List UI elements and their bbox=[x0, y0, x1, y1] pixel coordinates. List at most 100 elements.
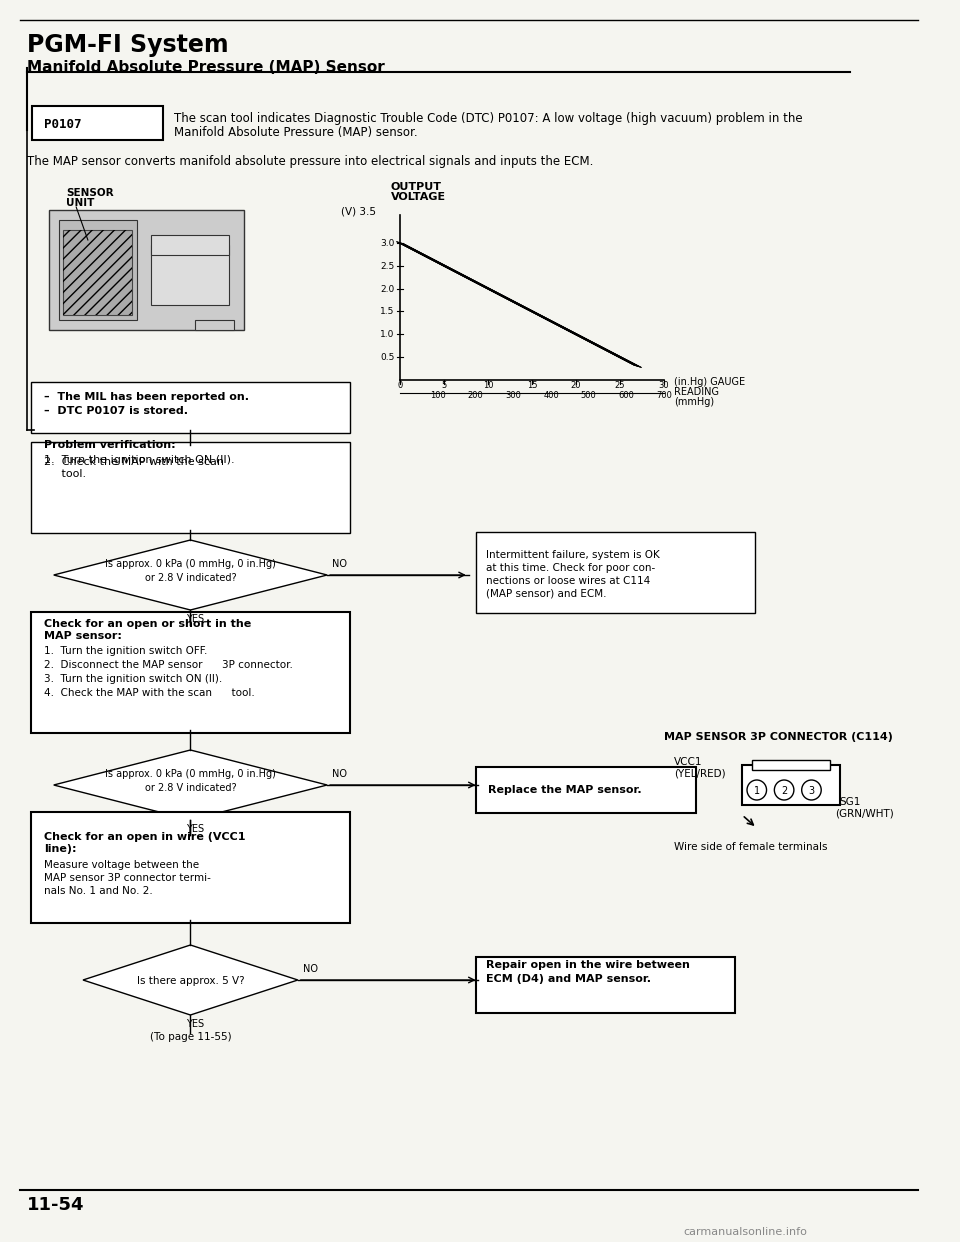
Text: Replace the MAP sensor.: Replace the MAP sensor. bbox=[489, 785, 642, 795]
Text: 1.  Turn the ignition switch ON (II).: 1. Turn the ignition switch ON (II). bbox=[44, 455, 234, 465]
Text: (YEL/RED): (YEL/RED) bbox=[674, 769, 726, 779]
FancyBboxPatch shape bbox=[32, 383, 349, 433]
Text: 0: 0 bbox=[397, 381, 403, 390]
Text: NO: NO bbox=[332, 769, 347, 779]
Text: SENSOR: SENSOR bbox=[66, 188, 114, 197]
Bar bbox=[49, 210, 244, 330]
Text: 2.  Check the MAP with the scan
     tool.: 2. Check the MAP with the scan tool. bbox=[44, 457, 224, 479]
Text: –  DTC P0107 is stored.: – DTC P0107 is stored. bbox=[44, 406, 188, 416]
Text: 30: 30 bbox=[659, 381, 669, 390]
Text: nals No. 1 and No. 2.: nals No. 1 and No. 2. bbox=[44, 886, 153, 895]
Text: 10: 10 bbox=[483, 381, 493, 390]
Text: 600: 600 bbox=[618, 391, 635, 400]
Text: or 2.8 V indicated?: or 2.8 V indicated? bbox=[145, 573, 236, 582]
Bar bbox=[63, 230, 132, 315]
Text: OUTPUT: OUTPUT bbox=[391, 183, 442, 193]
Polygon shape bbox=[54, 750, 327, 820]
Text: Check for an open or short in the: Check for an open or short in the bbox=[44, 619, 252, 628]
Text: (To page 11-55): (To page 11-55) bbox=[150, 1032, 231, 1042]
Text: –  The MIL has been reported on.: – The MIL has been reported on. bbox=[44, 392, 249, 402]
Polygon shape bbox=[83, 945, 298, 1015]
Circle shape bbox=[747, 780, 766, 800]
Text: SG1: SG1 bbox=[840, 797, 861, 807]
Text: The MAP sensor converts manifold absolute pressure into electrical signals and i: The MAP sensor converts manifold absolut… bbox=[27, 155, 593, 168]
Text: line):: line): bbox=[44, 845, 77, 854]
Text: Intermittent failure, system is OK: Intermittent failure, system is OK bbox=[487, 550, 660, 560]
Text: 700: 700 bbox=[656, 391, 672, 400]
FancyBboxPatch shape bbox=[32, 442, 349, 533]
FancyBboxPatch shape bbox=[33, 106, 163, 140]
Text: 20: 20 bbox=[571, 381, 582, 390]
Text: Check for an open in wire (VCC1: Check for an open in wire (VCC1 bbox=[44, 832, 246, 842]
Text: (MAP sensor) and ECM.: (MAP sensor) and ECM. bbox=[487, 589, 607, 599]
Text: ECM (D4) and MAP sensor.: ECM (D4) and MAP sensor. bbox=[487, 974, 651, 984]
Text: YES: YES bbox=[186, 1018, 204, 1030]
Text: Is there approx. 5 V?: Is there approx. 5 V? bbox=[136, 976, 244, 986]
Text: 3.  Turn the ignition switch ON (II).: 3. Turn the ignition switch ON (II). bbox=[44, 674, 222, 684]
Text: Measure voltage between the: Measure voltage between the bbox=[44, 859, 199, 869]
FancyBboxPatch shape bbox=[475, 958, 735, 1013]
Text: 500: 500 bbox=[581, 391, 596, 400]
Bar bbox=[742, 765, 840, 805]
Text: Problem verification:: Problem verification: bbox=[44, 440, 176, 450]
FancyBboxPatch shape bbox=[32, 812, 349, 923]
Text: 15: 15 bbox=[527, 381, 538, 390]
Text: NO: NO bbox=[332, 559, 347, 569]
Text: The scan tool indicates Diagnostic Trouble Code (DTC) P0107: A low voltage (high: The scan tool indicates Diagnostic Troub… bbox=[174, 112, 803, 125]
Text: carmanualsonline.info: carmanualsonline.info bbox=[684, 1227, 807, 1237]
Text: 1.5: 1.5 bbox=[380, 308, 395, 317]
Text: Manifold Absolute Pressure (MAP) sensor.: Manifold Absolute Pressure (MAP) sensor. bbox=[174, 125, 418, 139]
Text: 2.0: 2.0 bbox=[380, 284, 395, 293]
Polygon shape bbox=[54, 540, 327, 610]
Text: 2: 2 bbox=[781, 786, 787, 796]
Text: Manifold Absolute Pressure (MAP) Sensor: Manifold Absolute Pressure (MAP) Sensor bbox=[27, 60, 385, 75]
Bar bbox=[152, 245, 229, 306]
Text: READING: READING bbox=[674, 388, 719, 397]
Text: VOLTAGE: VOLTAGE bbox=[391, 193, 445, 202]
Text: VCC1: VCC1 bbox=[674, 758, 703, 768]
FancyBboxPatch shape bbox=[475, 532, 755, 614]
Text: (in.Hg) GAUGE: (in.Hg) GAUGE bbox=[674, 378, 745, 388]
Text: 1.0: 1.0 bbox=[380, 330, 395, 339]
Text: NO: NO bbox=[302, 964, 318, 974]
Text: 1.  Turn the ignition switch OFF.: 1. Turn the ignition switch OFF. bbox=[44, 646, 207, 656]
Text: or 2.8 V indicated?: or 2.8 V indicated? bbox=[145, 782, 236, 792]
Text: YES: YES bbox=[186, 823, 204, 833]
Text: PGM-FI System: PGM-FI System bbox=[27, 34, 229, 57]
Text: 400: 400 bbox=[543, 391, 559, 400]
Text: (GRN/WHT): (GRN/WHT) bbox=[835, 809, 894, 818]
Bar bbox=[195, 320, 234, 330]
Text: 100: 100 bbox=[430, 391, 445, 400]
Text: 3.0: 3.0 bbox=[380, 238, 395, 248]
Text: 2.5: 2.5 bbox=[380, 262, 395, 271]
Text: 11-54: 11-54 bbox=[27, 1196, 84, 1213]
Text: Repair open in the wire between: Repair open in the wire between bbox=[487, 960, 690, 970]
Text: 0.5: 0.5 bbox=[380, 353, 395, 363]
Text: 4.  Check the MAP with the scan      tool.: 4. Check the MAP with the scan tool. bbox=[44, 688, 254, 698]
Text: MAP sensor:: MAP sensor: bbox=[44, 631, 122, 641]
Bar bbox=[752, 760, 830, 770]
Bar bbox=[152, 235, 229, 255]
Text: UNIT: UNIT bbox=[66, 197, 95, 207]
Text: (mmHg): (mmHg) bbox=[674, 397, 714, 407]
Text: P0107: P0107 bbox=[44, 118, 82, 130]
Text: 3: 3 bbox=[808, 786, 814, 796]
Text: 2.  Disconnect the MAP sensor      3P connector.: 2. Disconnect the MAP sensor 3P connecto… bbox=[44, 660, 293, 669]
Text: MAP sensor 3P connector termi-: MAP sensor 3P connector termi- bbox=[44, 873, 211, 883]
Text: 1: 1 bbox=[754, 786, 759, 796]
Text: nections or loose wires at C114: nections or loose wires at C114 bbox=[487, 576, 651, 586]
Text: MAP SENSOR 3P CONNECTOR (C114): MAP SENSOR 3P CONNECTOR (C114) bbox=[664, 732, 893, 741]
Text: Is approx. 0 kPa (0 mmHg, 0 in.Hg): Is approx. 0 kPa (0 mmHg, 0 in.Hg) bbox=[105, 769, 276, 779]
Text: 300: 300 bbox=[505, 391, 521, 400]
Text: Wire side of female terminals: Wire side of female terminals bbox=[674, 842, 828, 852]
Text: at this time. Check for poor con-: at this time. Check for poor con- bbox=[487, 563, 656, 573]
Text: YES: YES bbox=[186, 614, 204, 623]
Text: (V) 3.5: (V) 3.5 bbox=[341, 207, 376, 217]
Text: 200: 200 bbox=[468, 391, 484, 400]
Text: Is approx. 0 kPa (0 mmHg, 0 in.Hg): Is approx. 0 kPa (0 mmHg, 0 in.Hg) bbox=[105, 559, 276, 569]
Text: 25: 25 bbox=[614, 381, 625, 390]
Bar bbox=[59, 220, 136, 320]
Text: 5: 5 bbox=[442, 381, 447, 390]
FancyBboxPatch shape bbox=[475, 768, 696, 814]
FancyBboxPatch shape bbox=[32, 612, 349, 733]
